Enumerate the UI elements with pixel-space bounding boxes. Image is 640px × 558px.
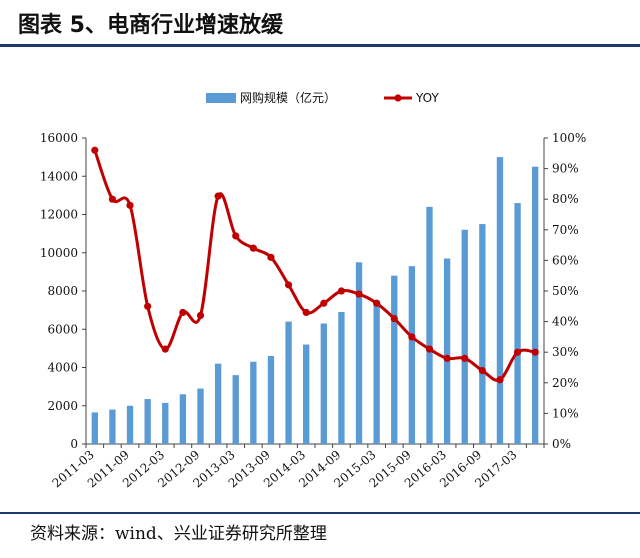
y-left-tick-label: 4000 [47,361,78,375]
y-right-tick-label: 0% [552,437,571,451]
y-right-tick-label: 30% [552,345,579,359]
y-right-tick-label: 80% [552,192,579,206]
bar [338,312,345,444]
bar [426,206,433,444]
yoy-point [531,348,539,356]
yoy-point [443,354,451,362]
yoy-point [196,311,205,320]
yoy-point [232,232,240,240]
yoy-point [425,345,434,353]
y-left-tick-label: 2000 [47,399,78,413]
yoy-point [91,146,99,154]
y-right-tick-label: 20% [552,376,579,390]
y-right-tick-label: 60% [552,253,579,267]
bar [373,300,380,444]
bar [355,262,363,444]
bar [320,323,327,444]
bar [162,402,169,444]
y-left-tick-label: 16000 [40,131,78,145]
yoy-point [179,308,187,317]
bar [179,394,187,444]
bar [109,409,116,444]
yoy-point [408,333,416,341]
bar [391,275,398,444]
bar [408,266,416,444]
yoy-point [302,308,310,317]
y-left-tick-label: 6000 [47,322,78,336]
yoy-point [478,366,486,375]
yoy-line [93,149,536,382]
y-left-tick-label: 12000 [40,208,78,222]
yoy-point [144,302,152,310]
yoy-point [337,287,346,295]
yoy-point [355,290,363,298]
y-left-tick-label: 8000 [47,284,78,298]
bar [214,363,222,444]
bar [443,258,451,444]
legend-line-label: YOY [415,91,439,105]
bar [267,356,275,444]
y-right-tick-label: 70% [552,223,579,237]
legend-bar-label: 网购规模（亿元） [240,90,336,105]
yoy-point [373,299,381,307]
legend-bar-swatch [206,93,236,103]
source-note: 资料来源：wind、兴业证券研究所整理 [30,524,327,544]
yoy-point [126,201,134,209]
yoy-point [267,253,275,261]
y-left-tick-label: 10000 [40,246,78,260]
bar [532,166,539,444]
yoy-point [161,345,169,353]
y-left-tick-label: 0 [70,437,78,451]
bar [303,344,310,444]
bar [285,321,292,444]
yoy-point [390,314,398,323]
bar [232,375,239,444]
bar [496,157,504,444]
bar [250,361,257,444]
y-right-tick-label: 10% [552,406,579,420]
y-right-tick-label: 40% [552,315,579,329]
bar [126,405,134,444]
yoy-point [214,192,222,200]
yoy-point [461,354,469,362]
ecommerce-chart: 0 2000 4000 6000 8000 10000 12000 14000 16000 0% 1… [40,90,587,490]
bar [91,412,98,444]
y-right-tick-label: 90% [552,162,579,176]
bar [144,399,151,444]
title-rule [0,44,640,47]
yoy-point [513,348,522,356]
bar [514,203,521,444]
y-right-tick-label: 50% [552,284,579,298]
footer-rule [0,512,640,514]
yoy-point [284,281,293,289]
yoy-point [320,299,328,307]
bar [197,388,204,444]
bar [461,229,468,444]
chart-title: 图表 5、电商行业增速放缓 [18,13,283,38]
bar [479,224,486,444]
yoy-point [108,195,117,203]
y-right-tick-label: 100% [552,131,586,145]
legend-line-marker [394,94,402,102]
yoy-point [496,376,504,384]
y-left-tick-label: 14000 [40,169,78,183]
yoy-point [249,244,257,252]
